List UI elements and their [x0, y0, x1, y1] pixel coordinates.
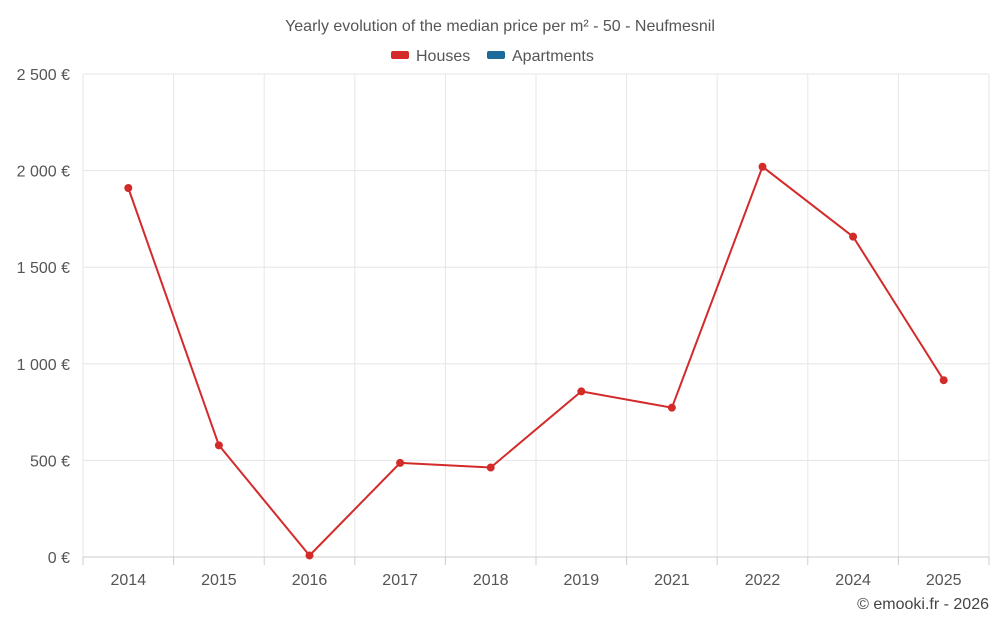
data-point-2022[interactable] [758, 162, 767, 171]
x-tick-label: 2016 [292, 572, 328, 589]
legend-swatch-houses [391, 51, 409, 59]
grid [82, 73, 990, 557]
data-point-2014[interactable] [124, 183, 133, 192]
x-tick-label: 2025 [926, 572, 962, 589]
data-point-2019[interactable] [577, 387, 586, 396]
data-point-2015[interactable] [214, 441, 223, 450]
y-tick-label: 1 500 € [17, 260, 70, 277]
data-point-2017[interactable] [396, 458, 405, 467]
x-tick-label: 2017 [382, 572, 418, 589]
legend-swatch-apartments [487, 51, 505, 59]
data-point-2016[interactable] [305, 551, 314, 560]
y-axis: 0 € 500 € 1 000 € 1 500 € 2 000 € 2 500 € [17, 67, 70, 567]
y-tick-label: 500 € [30, 453, 70, 470]
data-point-2025[interactable] [939, 376, 948, 385]
y-tick-label: 0 € [48, 550, 70, 567]
x-tick-label: 2018 [473, 572, 509, 589]
legend-item-houses[interactable]: Houses [391, 48, 470, 65]
data-point-2021[interactable] [667, 403, 676, 412]
data-point-2018[interactable] [486, 463, 495, 472]
series-houses [124, 162, 948, 560]
legend-label-apartments: Apartments [512, 48, 594, 65]
credit-text: © emooki.fr - 2026 [857, 596, 989, 613]
legend-item-apartments[interactable]: Apartments [487, 48, 594, 65]
y-tick-label: 2 500 € [17, 67, 70, 84]
legend-label-houses: Houses [416, 48, 470, 65]
y-tick-label: 2 000 € [17, 164, 70, 181]
x-tick-label: 2022 [745, 572, 781, 589]
x-tick-label: 2024 [835, 572, 871, 589]
x-tick-label: 2019 [564, 572, 600, 589]
x-tick-label: 2014 [111, 572, 147, 589]
x-tick-label: 2021 [654, 572, 690, 589]
chart-title: Yearly evolution of the median price per… [285, 18, 715, 35]
data-point-2024[interactable] [849, 232, 858, 241]
y-tick-label: 1 000 € [17, 357, 70, 374]
legend: Houses Apartments [391, 48, 594, 65]
x-tick-label: 2015 [201, 572, 237, 589]
series-line-houses [127, 165, 945, 557]
x-axis: 2014 2015 2016 2017 2018 2019 2021 2022 2024 2025 [82, 556, 990, 589]
